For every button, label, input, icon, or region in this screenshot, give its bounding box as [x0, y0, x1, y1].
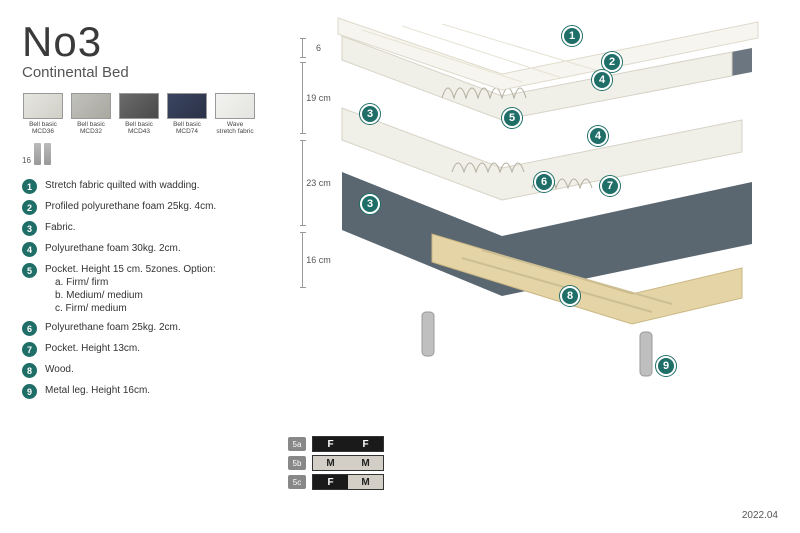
callout-badge: 2: [602, 52, 622, 72]
dimension-line: 19 cm: [302, 62, 334, 134]
legend-number-badge: 5: [22, 263, 37, 278]
swatch-color: [119, 93, 159, 119]
fabric-swatch: Bell basicMCD43: [118, 93, 160, 135]
swatch-color: [71, 93, 111, 119]
swatch-label: Bell basicMCD74: [173, 121, 201, 135]
swatch-color: [215, 93, 255, 119]
fabric-swatch: Bell basicMCD74: [166, 93, 208, 135]
fabric-swatch: Bell basicMCD32: [70, 93, 112, 135]
legend-number-badge: 2: [22, 200, 37, 215]
firmness-bar: MM: [312, 455, 384, 471]
legend-sub: c. Firm/ medium: [45, 302, 216, 315]
legend-text: Metal leg. Height 16cm.: [45, 384, 150, 397]
firmness-cell: F: [313, 437, 348, 451]
date-stamp: 2022.04: [742, 510, 778, 521]
swatch-label: Bell basicMCD32: [77, 121, 105, 135]
swatch-label: Wavestretch fabric: [216, 121, 253, 135]
legend-text: Stretch fabric quilted with wadding.: [45, 179, 200, 192]
legend-number-badge: 6: [22, 321, 37, 336]
legend-sub: b. Medium/ medium: [45, 289, 216, 302]
legend-text: Fabric.: [45, 221, 76, 234]
firmness-tag: 5b: [288, 456, 306, 470]
callout-badge: 8: [560, 286, 580, 306]
legend-number-badge: 3: [22, 221, 37, 236]
swatch-color: [23, 93, 63, 119]
callout-badge: 5: [502, 108, 522, 128]
callout-badge: 7: [600, 176, 620, 196]
legend-number-badge: 1: [22, 179, 37, 194]
swatch-label: Bell basicMCD36: [29, 121, 57, 135]
swatch-color: [167, 93, 207, 119]
legend-number-badge: 4: [22, 242, 37, 257]
legend-text: Polyurethane foam 30kg. 2cm.: [45, 242, 181, 255]
leg-bar-icon: [44, 143, 51, 165]
callout-badge: 9: [656, 356, 676, 376]
callout-badge: 3: [360, 104, 380, 124]
firmness-cell: M: [313, 456, 348, 470]
firmness-bar: FM: [312, 474, 384, 490]
legend-text: Profiled polyurethane foam 25kg. 4cm.: [45, 200, 216, 213]
firmness-cell: F: [313, 475, 348, 489]
legend-text: Polyurethane foam 25kg. 2cm.: [45, 321, 181, 334]
legend-text: Pocket. Height 13cm.: [45, 342, 140, 355]
bed-cutaway-diagram: 6 19 cm 23 cm 16 cm 12 3 4 4 5 3 6 7 8 9: [302, 12, 782, 412]
leg-bar-icon: [34, 143, 41, 165]
firmness-cell: M: [348, 456, 383, 470]
callout-badge: 6: [534, 172, 554, 192]
firmness-row: 5b MM: [288, 455, 384, 471]
firmness-options: 5aFF5bMM5cFM: [288, 436, 384, 493]
leg-height-value: 16: [22, 156, 31, 165]
callout-badge: 3: [360, 194, 380, 214]
legend-number-badge: 8: [22, 363, 37, 378]
fabric-swatch: Bell basicMCD36: [22, 93, 64, 135]
firmness-tag: 5c: [288, 475, 306, 489]
legend-sub: a. Firm/ firm: [45, 276, 216, 289]
firmness-cell: M: [348, 475, 383, 489]
legend-text: Pocket. Height 15 cm. 5zones. Option:a. …: [45, 263, 216, 315]
dimension-line: 6: [302, 38, 334, 58]
legend-number-badge: 9: [22, 384, 37, 399]
swatch-label: Bell basicMCD43: [125, 121, 153, 135]
firmness-row: 5c FM: [288, 474, 384, 490]
firmness-row: 5a FF: [288, 436, 384, 452]
callout-badge: 1: [562, 26, 582, 46]
legend-number-badge: 7: [22, 342, 37, 357]
firmness-bar: FF: [312, 436, 384, 452]
fabric-swatch: Wavestretch fabric: [214, 93, 256, 135]
dimension-line: 16 cm: [302, 232, 334, 288]
firmness-tag: 5a: [288, 437, 306, 451]
legend-text: Wood.: [45, 363, 74, 376]
callout-badge: 4: [592, 70, 612, 90]
firmness-cell: F: [348, 437, 383, 451]
callout-badge: 4: [588, 126, 608, 146]
dimension-line: 23 cm: [302, 140, 334, 226]
